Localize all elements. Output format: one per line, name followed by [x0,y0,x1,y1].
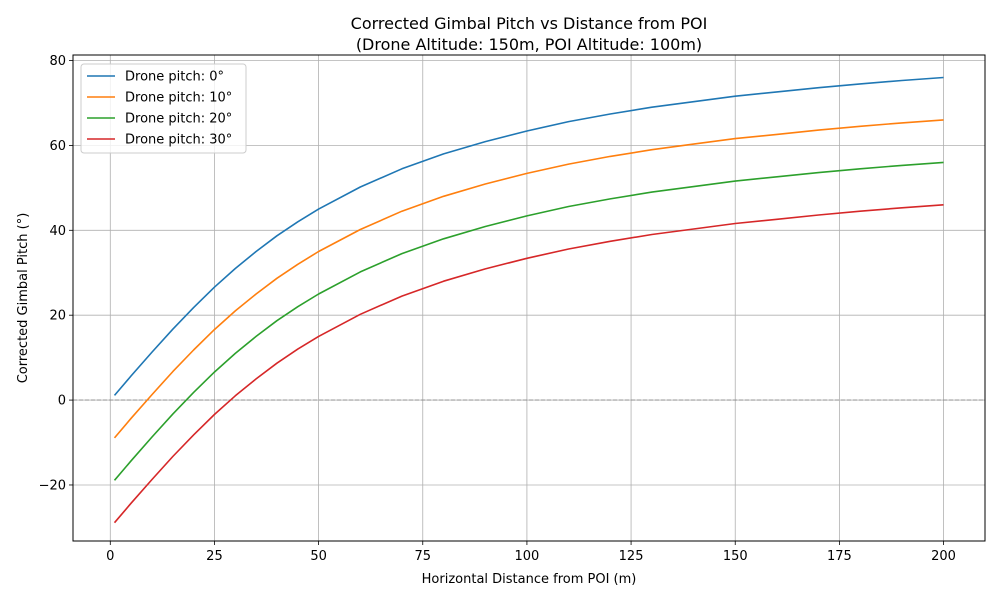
series-line-1 [113,76,944,396]
legend-label-4: Drone pitch: 30° [125,133,232,148]
series-line-2 [113,119,944,439]
y-tick-label: 0 [58,394,66,409]
y-axis-label: Corrected Gimbal Pitch (°) [16,213,31,384]
chart-title-line1: Corrected Gimbal Pitch vs Distance from … [351,14,708,33]
y-tick-label: 80 [49,54,66,69]
y-tick-label: −20 [39,478,66,493]
y-tick-label: 40 [49,224,66,239]
x-tick-label: 75 [414,549,431,564]
y-tick-label: 20 [49,309,66,324]
x-tick-label: 175 [827,549,852,564]
x-tick-label: 25 [206,549,223,564]
legend: Drone pitch: 0° Drone pitch: 10° Drone pit… [80,63,247,154]
x-tick-label: 0 [106,549,114,564]
x-tick-label: 150 [723,549,748,564]
legend-label-3: Drone pitch: 20° [125,112,232,127]
chart-title-line2: (Drone Altitude: 150m, POI Altitude: 100… [356,35,702,54]
legend-label-1: Drone pitch: 0° [125,70,224,85]
series-line-3 [113,161,944,481]
x-tick-label: 50 [310,549,327,564]
legend-box [80,63,247,154]
y-axis-ticks: −20 0 20 40 60 80 [39,54,73,493]
x-tick-label: 100 [515,549,540,564]
x-axis-ticks: 0 25 50 75 100 125 150 175 200 [106,541,956,564]
x-axis-label: Horizontal Distance from POI (m) [422,572,637,587]
series-lines [113,76,944,524]
plot-frame [72,54,986,542]
series-line-4 [113,204,944,524]
x-tick-label: 125 [619,549,644,564]
y-tick-label: 60 [49,139,66,154]
x-tick-label: 200 [931,549,956,564]
legend-label-2: Drone pitch: 10° [125,91,232,106]
